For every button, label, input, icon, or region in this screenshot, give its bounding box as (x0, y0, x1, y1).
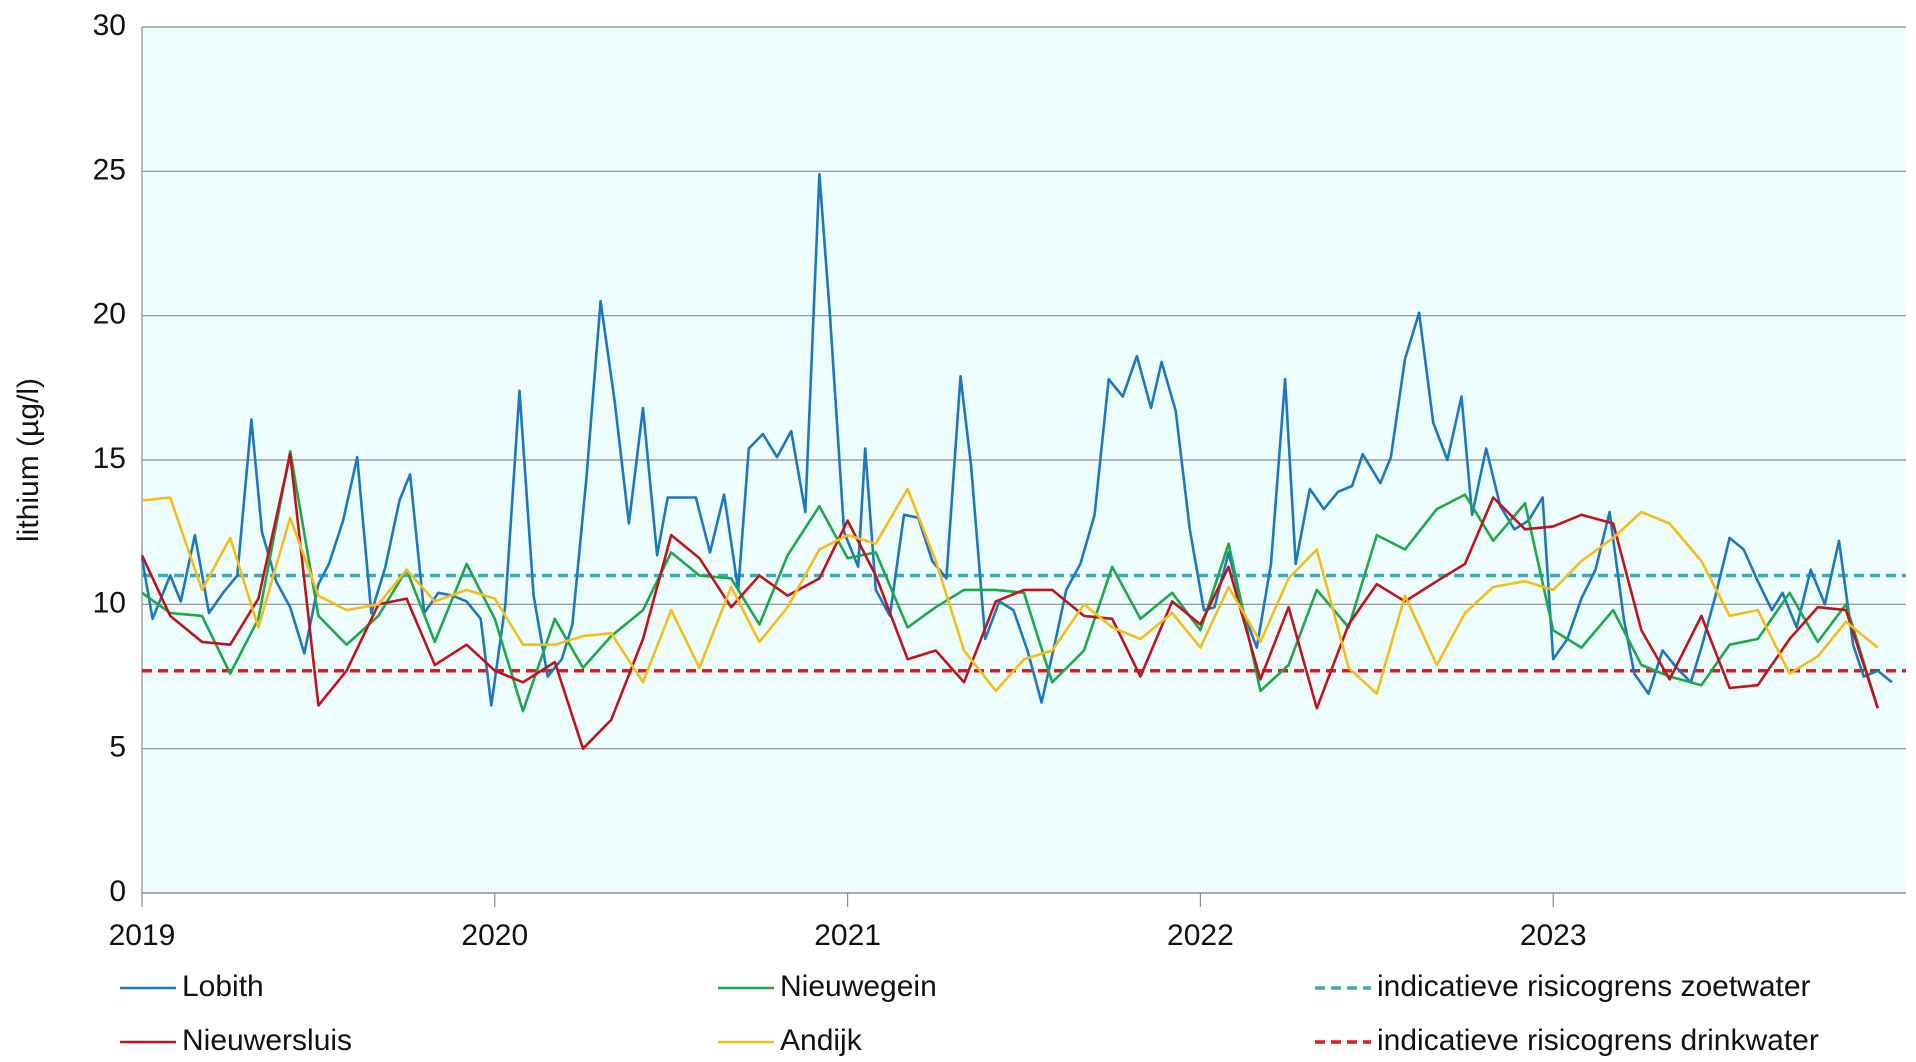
y-tick-label: 25 (93, 153, 126, 186)
y-axis-label: lithium (µg/l) (12, 378, 45, 542)
x-tick-label: 2023 (1520, 919, 1587, 952)
legend-label: Lobith (182, 970, 264, 1003)
x-tick-label: 2020 (461, 919, 528, 952)
legend-label: indicatieve risicogrens drinkwater (1377, 1024, 1819, 1057)
x-tick-label: 2019 (109, 919, 176, 952)
series-line (141, 450, 1880, 713)
y-tick-label: 10 (93, 586, 126, 619)
y-tick-label: 30 (93, 9, 126, 42)
legend-label: Andijk (780, 1024, 863, 1057)
legend-label: Nieuwersluis (182, 1024, 352, 1057)
legend-label: indicatieve risicogrens zoetwater (1377, 970, 1811, 1003)
y-tick-label: 20 (93, 298, 126, 331)
series-line (140, 452, 1880, 750)
y-tick-label: 5 (109, 731, 126, 764)
y-tick-label: 0 (109, 875, 126, 908)
y-tick-label: 15 (93, 442, 126, 475)
x-tick-label: 2021 (814, 919, 881, 952)
legend-label: Nieuwegein (780, 970, 937, 1003)
x-tick-label: 2022 (1167, 919, 1234, 952)
series-line (141, 487, 1879, 696)
